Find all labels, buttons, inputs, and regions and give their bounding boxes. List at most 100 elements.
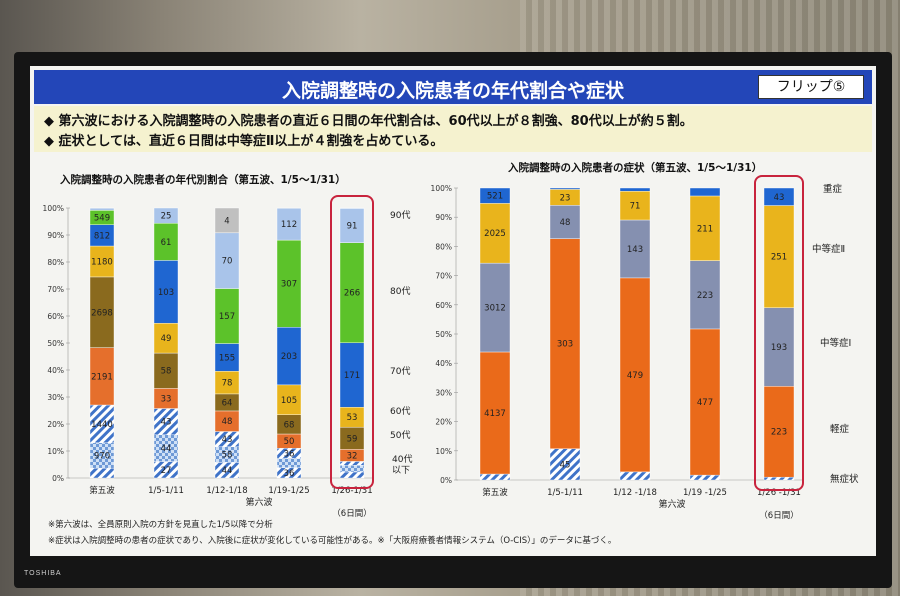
bar-label-1-3-1: 477 [697,398,713,408]
summary-bullets: ◆ 第六波における入院調整時の入院患者の直近６日間の年代割合は、60代以上が８割… [34,106,872,152]
group-label-1: 第六波 [658,498,685,510]
bar-0-4-6 [339,342,365,408]
bar-label-0-1-8: 25 [161,212,172,222]
bar-0-1-6 [153,260,179,324]
bar-label-0-0-7: 549 [94,214,110,224]
bar-1-4-3 [763,205,795,308]
bar-1-2-3 [619,191,651,221]
bar-1-4-1 [763,386,795,478]
bar-label-1-0-4: 521 [487,192,503,202]
bar-0-3-5 [276,384,302,415]
y-tick-label-1-2: 20% [435,418,452,427]
bar-label-0-4-8: 91 [347,222,358,232]
bar-0-0-8 [89,207,115,211]
bar-label-0-2-6: 155 [219,353,235,363]
bar-1-2-1 [619,277,651,473]
symptom-label-4: 無症状 [830,473,859,485]
bar-label-1-4-1: 223 [771,428,787,438]
group-label-0: 第六波 [245,496,272,508]
y-tick-label-1-3: 30% [435,388,452,397]
bar-label-0-2-7: 157 [219,312,235,322]
bar-1-0-0 [479,473,511,481]
bar-label-1-1-1: 303 [557,340,573,350]
bar-0-0-0 [89,467,115,479]
y-tick-label-1-6: 60% [435,301,452,310]
symptom-label-3: 軽症 [830,423,850,435]
x-tick-label-1-0: 第五波 [482,487,508,498]
y-tick-label-1-0: 0% [440,476,452,485]
bar-label-0-0-2: 1440 [91,420,113,430]
bar-label-0-4-4: 59 [347,434,358,444]
y-tick-label-1-7: 70% [435,272,452,281]
x-sublabel-0-4: （6日間） [332,508,371,519]
bar-1-3-4 [689,187,721,197]
bar-0-3-8 [276,208,302,241]
bar-label-0-2-4: 64 [222,398,233,408]
bar-label-1-1-3: 23 [560,193,571,203]
bar-label-0-1-5: 49 [161,334,172,344]
y-tick-label-1-5: 50% [435,330,452,339]
bar-1-0-1 [479,351,511,475]
bar-label-0-3-6: 203 [281,352,297,362]
chart-age-title: 入院調整時の入院患者の年代別割合（第五波、1/5～1/31） [60,174,346,186]
note-2: ※症状は入院調整時の患者の症状であり、入院後に症状が変化している可能性がある。※… [48,536,617,546]
bar-1-4-2 [763,307,795,387]
tv-brand-label: TOSHIBA [24,570,62,577]
flip-badge: フリップ⑤ [758,75,864,99]
bar-0-4-7 [339,242,365,344]
right-label-4-0: 50代 [390,430,410,441]
bar-1-1-4 [549,187,581,190]
bar-0-3-1 [276,458,302,468]
bar-0-4-8 [339,208,365,243]
bar-1-0-4 [479,187,511,204]
bar-0-0-1 [89,442,115,469]
bar-0-0-5 [89,245,115,278]
bar-0-2-9 [214,207,240,234]
bar-label-0-3-0: 36 [284,469,295,479]
bar-0-1-5 [153,322,179,354]
right-label-1-0: 80代 [390,286,410,297]
bar-label-0-1-4: 58 [161,367,172,377]
bar-0-0-2 [89,404,115,443]
bar-label-0-2-9: 4 [224,216,229,226]
bar-label-0-0-3: 2191 [91,372,113,382]
bar-label-0-1-3: 33 [161,394,172,404]
bar-label-0-1-0: 27 [161,466,172,476]
bar-label-1-4-2: 193 [771,343,787,353]
bar-0-0-3 [89,347,115,406]
x-tick-label-0-4: 1/26-1/31 [331,486,372,496]
bar-label-0-2-8: 70 [222,257,233,267]
bar-0-2-7 [214,288,240,344]
bar-0-1-2 [153,408,179,435]
bar-1-0-2 [479,262,511,353]
bar-1-1-2 [549,205,581,239]
right-label-5-0: 40代 [392,454,412,465]
bar-0-1-4 [153,352,179,389]
y-tick-label-1-9: 90% [435,213,452,222]
bar-label-0-3-4: 68 [284,420,295,430]
bar-0-2-6 [214,343,240,372]
symptom-label-2: 中等症Ⅰ [820,337,851,349]
bar-0-4-1 [339,464,365,473]
bar-label-1-3-3: 211 [697,224,713,234]
bar-label-0-3-5: 105 [281,396,297,406]
y-tick-label-0-7: 70% [47,285,64,294]
y-tick-label-0-4: 40% [47,366,64,375]
bar-label-0-3-3: 50 [284,437,295,447]
bar-label-1-3-2: 223 [697,291,713,301]
slide-title: 入院調整時の入院患者の年代割合や症状 [281,80,624,102]
bar-label-0-2-3: 48 [222,417,233,427]
slide-screen: 入院調整時の入院患者の年代割合や症状 フリップ⑤ ◆ 第六波における入院調整時の… [30,66,876,556]
y-tick-label-0-8: 80% [47,258,64,267]
bar-1-4-4 [763,187,795,206]
bar-1-2-2 [619,219,651,279]
bar-1-2-4 [619,187,651,192]
y-tick-label-0-9: 90% [47,231,64,240]
y-tick-label-1-10: 100% [431,184,452,193]
x-tick-label-0-2: 1/12-1/18 [206,486,247,496]
bar-label-1-4-4: 43 [774,193,785,203]
bar-0-4-2 [339,461,365,466]
x-tick-label-1-2: 1/12 -1/18 [613,488,657,498]
bullet-2: ◆ 症状としては、直近６日間は中等症Ⅱ以上が４割強を占めている。 [44,134,444,149]
chart-symptom-title: 入院調整時の入院患者の症状（第五波、1/5～1/31） [508,162,763,174]
